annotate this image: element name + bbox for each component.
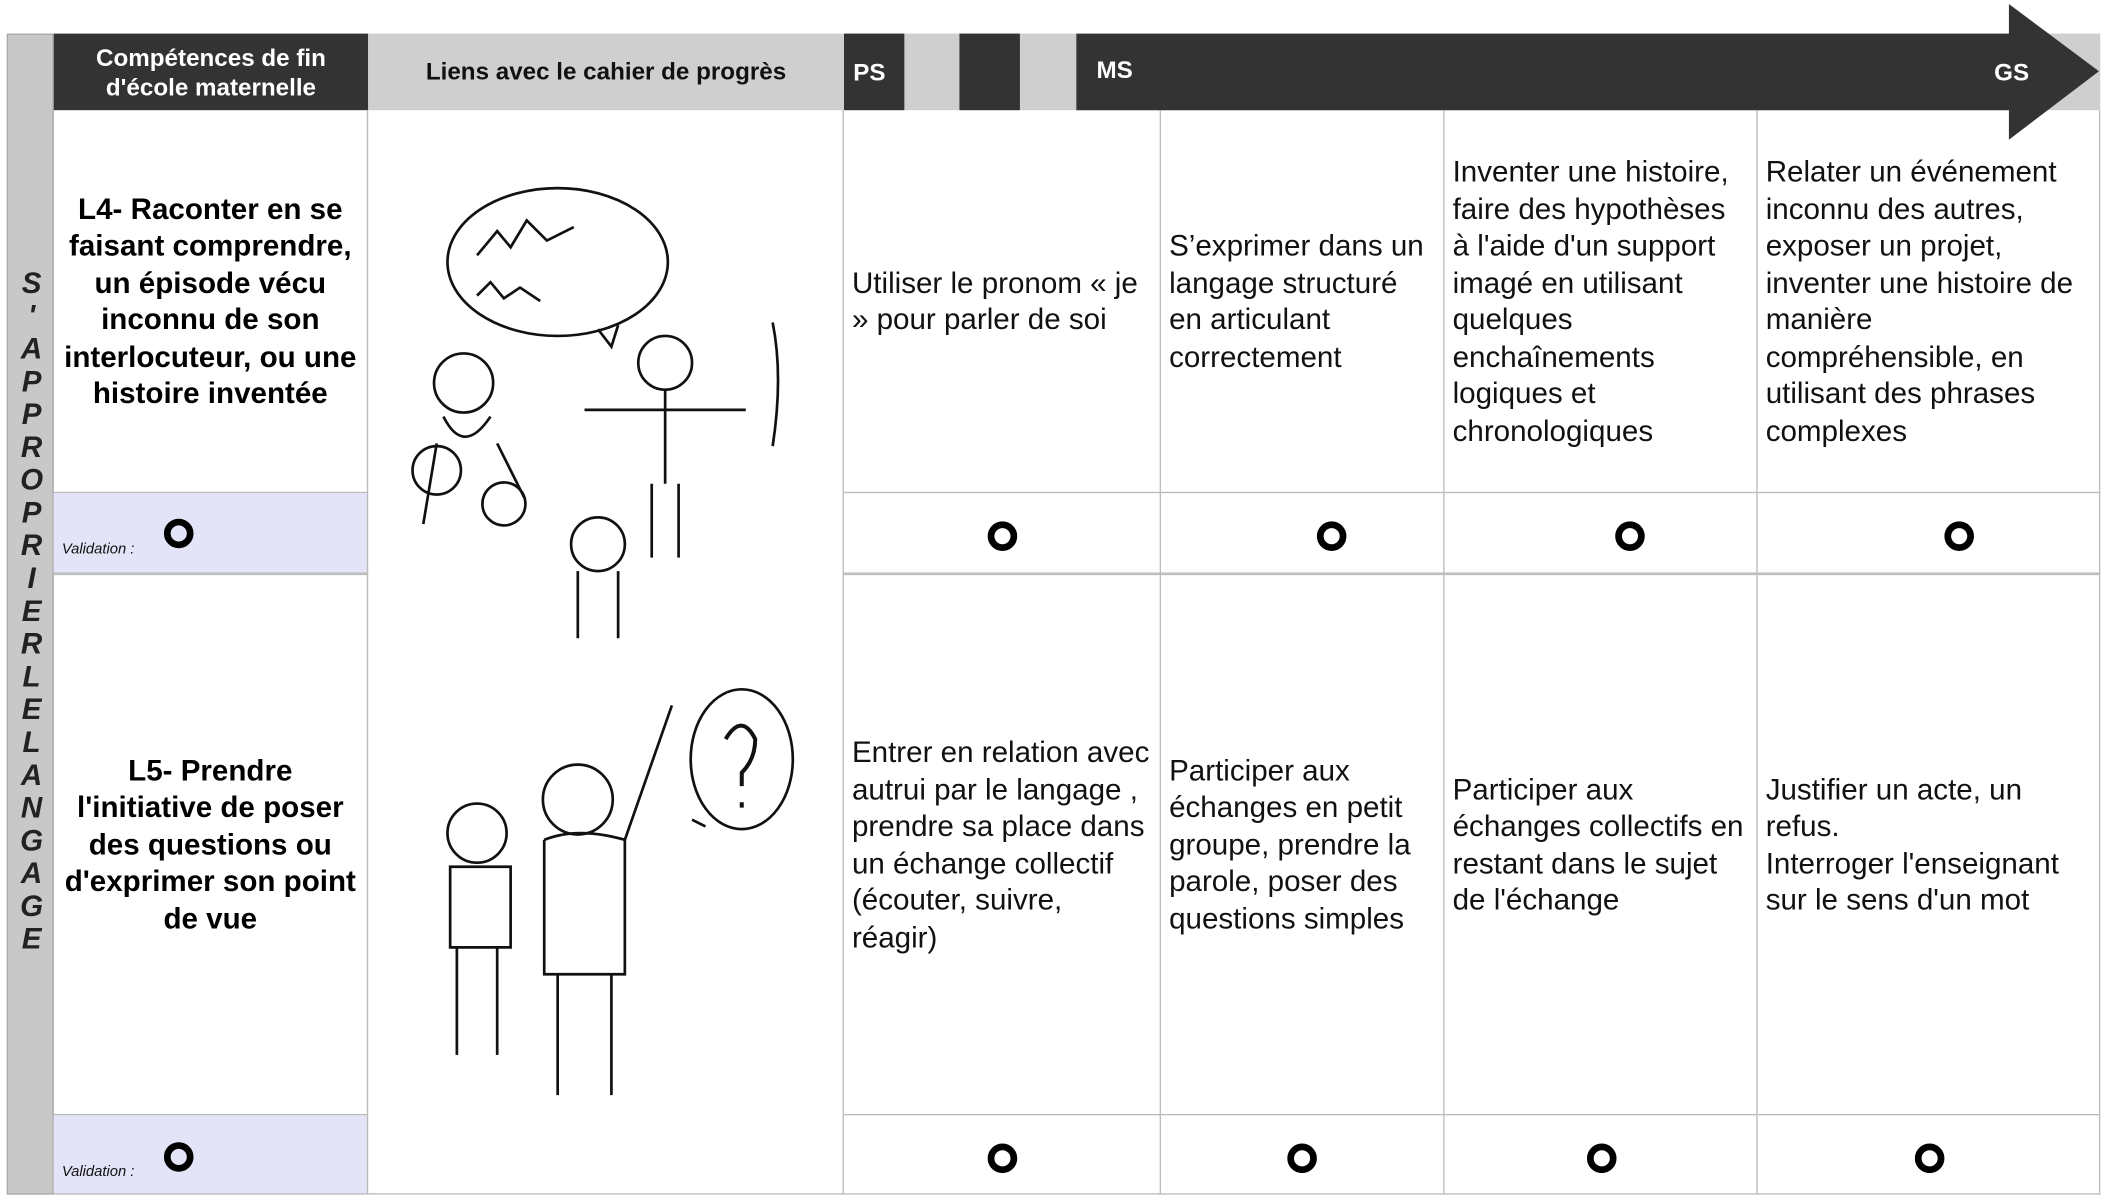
validation-circle bbox=[1287, 1143, 1317, 1174]
level-label: GS bbox=[1994, 59, 2030, 86]
validation-cell bbox=[843, 493, 1161, 574]
item: Participer aux échanges collectifs en re… bbox=[1444, 573, 1758, 1116]
item: Relater un événement inconnu des autres,… bbox=[1757, 110, 2101, 494]
validation-circle bbox=[1944, 521, 1974, 551]
validation-circle bbox=[163, 1142, 194, 1172]
competence: L5- Prendre l'initiative de poser des qu… bbox=[53, 573, 369, 1116]
validation-circle bbox=[1615, 521, 1645, 551]
validation-cell bbox=[1161, 493, 1445, 574]
item: Entrer en relation avec autrui par le la… bbox=[843, 573, 1161, 1116]
item: S’exprimer dans un langage structuré en … bbox=[1161, 110, 1445, 494]
validation-cell bbox=[1444, 493, 1758, 574]
validation-circle bbox=[987, 521, 1018, 551]
validation-cell bbox=[53, 493, 369, 574]
level-label: PS bbox=[853, 59, 886, 86]
side-strip bbox=[6, 33, 54, 1195]
side-label: S'APPROPRIERLELANGAGE bbox=[14, 266, 49, 955]
header-competences: Compétences de fin d'école maternelle bbox=[53, 33, 369, 111]
validation-circle bbox=[1914, 1143, 1945, 1174]
level-label: MS bbox=[1096, 56, 1133, 84]
validation-circle bbox=[163, 518, 194, 549]
header-liens: Liens avec le cahier de progrès bbox=[368, 33, 844, 111]
validation-circle bbox=[987, 1143, 1018, 1174]
item: Inventer une histoire, faire des hypothè… bbox=[1444, 110, 1758, 494]
item: Participer aux échanges en petit groupe,… bbox=[1161, 573, 1445, 1116]
validation-circle bbox=[1316, 521, 1347, 551]
validation-circle bbox=[1586, 1143, 1617, 1174]
validation-cell bbox=[53, 1115, 369, 1195]
validation-cell bbox=[1757, 493, 2101, 574]
illustration-storytelling bbox=[411, 186, 780, 639]
item: Utiliser le pronom « je » pour parler de… bbox=[843, 110, 1161, 494]
validation-label: Validation : bbox=[61, 541, 135, 558]
item: Justifier un acte, un refus. Interroger … bbox=[1757, 573, 2101, 1116]
competence: L4- Raconter en se faisant comprendre, u… bbox=[53, 110, 369, 494]
level-arrow bbox=[843, 4, 2101, 140]
illustration-cell bbox=[368, 110, 844, 574]
validation-label: Validation : bbox=[61, 1163, 135, 1180]
illustration-question bbox=[446, 688, 795, 1096]
